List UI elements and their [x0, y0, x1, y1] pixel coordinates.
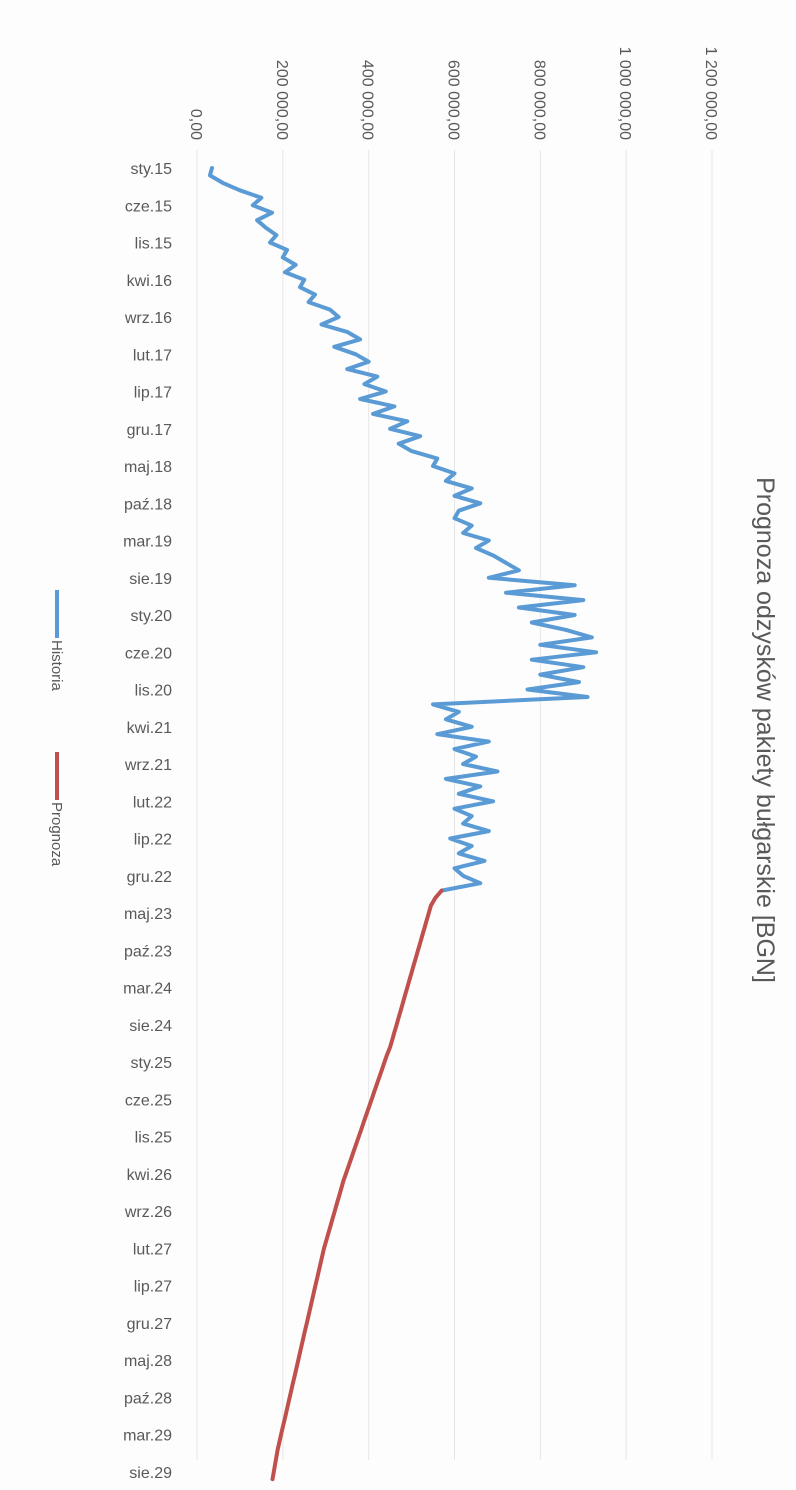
x-tick-label: maj.23 [124, 906, 172, 923]
x-tick-label: sty.25 [131, 1055, 173, 1072]
value-axis-tick-labels: 0,00 200 000,00 400 000,00 600 000,00 800 00… [187, 47, 719, 141]
x-tick-label: lut.17 [133, 347, 172, 364]
x-tick-label: kwi.26 [127, 1167, 172, 1184]
x-tick-label: sie.19 [129, 571, 172, 588]
legend: Historia Prognoza [48, 590, 65, 867]
x-tick-label: cze.25 [125, 1092, 172, 1109]
x-tick-label: sie.29 [129, 1465, 172, 1482]
x-tick-label: lip.27 [134, 1279, 172, 1296]
x-tick-label: maj.18 [124, 459, 172, 476]
x-tick-label: kwi.16 [127, 273, 172, 290]
x-tick-label: gru.27 [127, 1316, 172, 1333]
x-tick-label: lis.15 [135, 236, 172, 253]
x-tick-label: mar.24 [123, 981, 172, 998]
y-tick-label: 1 200 000,00 [702, 47, 719, 141]
x-tick-label: mar.29 [123, 1428, 172, 1445]
x-tick-label: paź.28 [124, 1390, 172, 1407]
x-tick-label: lis.25 [135, 1130, 172, 1147]
x-tick-label: paź.23 [124, 943, 172, 960]
chart-title: Prognoza odzysków pakiety bułgarskie [BG… [751, 477, 779, 983]
x-tick-label: cze.20 [125, 645, 172, 662]
series-lines [207, 166, 599, 1482]
x-tick-label: gru.17 [127, 422, 172, 439]
x-tick-label: lip.22 [134, 832, 172, 849]
series-line-1 [270, 888, 444, 1482]
x-tick-label: wrz.21 [124, 757, 172, 774]
category-axis-labels: sty.15 cze.15 lis.15 kwi.16 wrz.16 lut.17 lip.… [123, 161, 172, 1482]
x-tick-label: lut.22 [133, 794, 172, 811]
x-tick-label: sie.24 [129, 1018, 172, 1035]
x-tick-label: lut.27 [133, 1241, 172, 1258]
y-tick-label: 1 000 000,00 [616, 47, 633, 141]
x-tick-label: maj.28 [124, 1353, 172, 1370]
gridlines [196, 150, 713, 1460]
x-tick-label: lis.20 [135, 683, 172, 700]
y-tick-label: 800 000,00 [530, 60, 547, 140]
y-tick-label: 200 000,00 [273, 60, 290, 140]
x-tick-label: mar.19 [123, 534, 172, 551]
x-tick-label: paź.18 [124, 496, 172, 513]
x-tick-label: kwi.21 [127, 720, 172, 737]
y-tick-label: 600 000,00 [445, 60, 462, 140]
series-line-0 [207, 166, 599, 893]
x-tick-label: sty.15 [131, 161, 173, 178]
x-tick-label: cze.15 [125, 198, 172, 215]
x-tick-label: gru.22 [127, 869, 172, 886]
legend-label-prognoza: Prognoza [48, 802, 65, 867]
x-tick-label: wrz.16 [124, 310, 172, 327]
x-tick-label: lip.17 [134, 385, 172, 402]
y-tick-label: 0,00 [187, 109, 204, 140]
legend-label-historia: Historia [48, 640, 65, 692]
y-tick-label: 400 000,00 [359, 60, 376, 140]
x-tick-label: wrz.26 [124, 1204, 172, 1221]
x-tick-label: sty.20 [131, 608, 173, 625]
